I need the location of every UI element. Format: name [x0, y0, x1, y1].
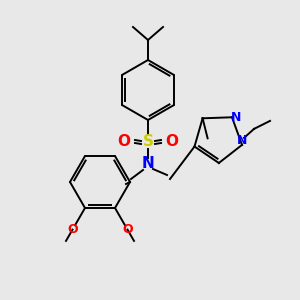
Text: O: O [118, 134, 130, 148]
Text: O: O [122, 223, 133, 236]
Text: N: N [231, 111, 241, 124]
Text: S: S [142, 134, 154, 149]
Text: O: O [67, 223, 78, 236]
Text: O: O [166, 134, 178, 148]
Text: N: N [142, 157, 154, 172]
Text: N: N [237, 134, 247, 147]
